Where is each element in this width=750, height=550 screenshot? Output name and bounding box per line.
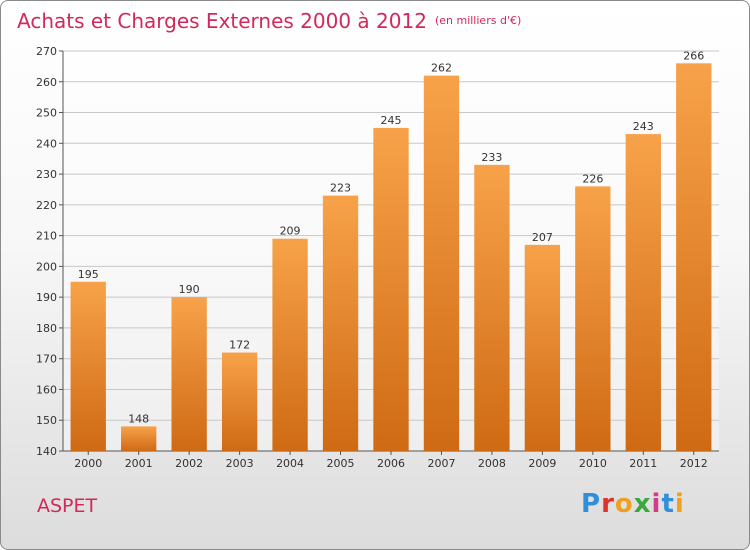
x-tick-label: 2003 [226,457,254,470]
data-label: 172 [229,339,250,352]
x-tick-label: 2006 [377,457,405,470]
data-label: 233 [481,151,502,164]
logo-letter: t [661,489,675,519]
x-tick-label: 2012 [680,457,708,470]
x-tick-label: 2009 [528,457,556,470]
data-label: 148 [128,412,149,425]
data-label: 207 [532,231,553,244]
x-tick-label: 2002 [175,457,203,470]
bar [70,281,106,451]
bar [474,164,510,451]
y-tick-label: 180 [36,322,57,335]
x-tick-label: 2007 [427,457,455,470]
data-label: 245 [381,114,402,127]
chart-title: Achats et Charges Externes 2000 à 2012 (e… [17,9,521,33]
y-tick-label: 190 [36,291,57,304]
logo-letter: P [581,489,602,519]
logo-letter: r [601,489,615,519]
y-tick-label: 210 [36,230,57,243]
logo-letter: o [614,489,634,519]
bar [575,186,611,451]
y-tick-label: 260 [36,76,57,89]
y-tick-label: 200 [36,260,57,273]
data-label: 209 [280,225,301,238]
bar [676,63,712,452]
bar [171,297,207,451]
y-tick-label: 240 [36,137,57,150]
bar [221,352,258,451]
x-tick-label: 2001 [125,457,153,470]
x-tick-label: 2008 [478,457,506,470]
bar [121,426,157,451]
data-label: 243 [633,120,654,133]
x-tick-label: 2011 [629,457,657,470]
bar [524,244,561,451]
y-tick-label: 170 [36,353,57,366]
y-tick-label: 160 [36,383,57,396]
logo-letter: x [633,489,652,519]
bar [373,127,409,451]
data-label: 226 [582,172,603,185]
y-tick-label: 230 [36,168,57,181]
bar [272,238,308,451]
proxiti-logo[interactable]: Proxiti [581,489,685,519]
bars [70,63,712,452]
y-tick-label: 250 [36,107,57,120]
chart-title-text: Achats et Charges Externes 2000 à 2012 [17,9,427,33]
chart-unit: (en milliers d'€) [434,14,522,27]
bar [423,75,460,451]
data-label: 195 [78,268,99,281]
y-tick-label: 140 [36,445,57,458]
x-tick-label: 2010 [579,457,607,470]
x-tick-label: 2000 [74,457,102,470]
data-label: 190 [179,283,200,296]
logo-letter: i [674,489,685,519]
data-label: 266 [683,49,704,62]
data-labels: 195 148 190 172 209 223 245 262 233 207 226 243 266 [78,49,705,425]
bar [322,195,359,451]
logo-letter: i [651,489,662,519]
y-tick-label: 150 [36,414,57,427]
bar [625,134,661,452]
data-label: 262 [431,62,452,75]
data-label: 223 [330,182,351,195]
x-tick-label: 2004 [276,457,304,470]
location-name: ASPET [37,495,98,517]
y-tick-label: 270 [36,45,57,58]
y-tick-label: 220 [36,199,57,212]
x-tick-label: 2005 [327,457,355,470]
